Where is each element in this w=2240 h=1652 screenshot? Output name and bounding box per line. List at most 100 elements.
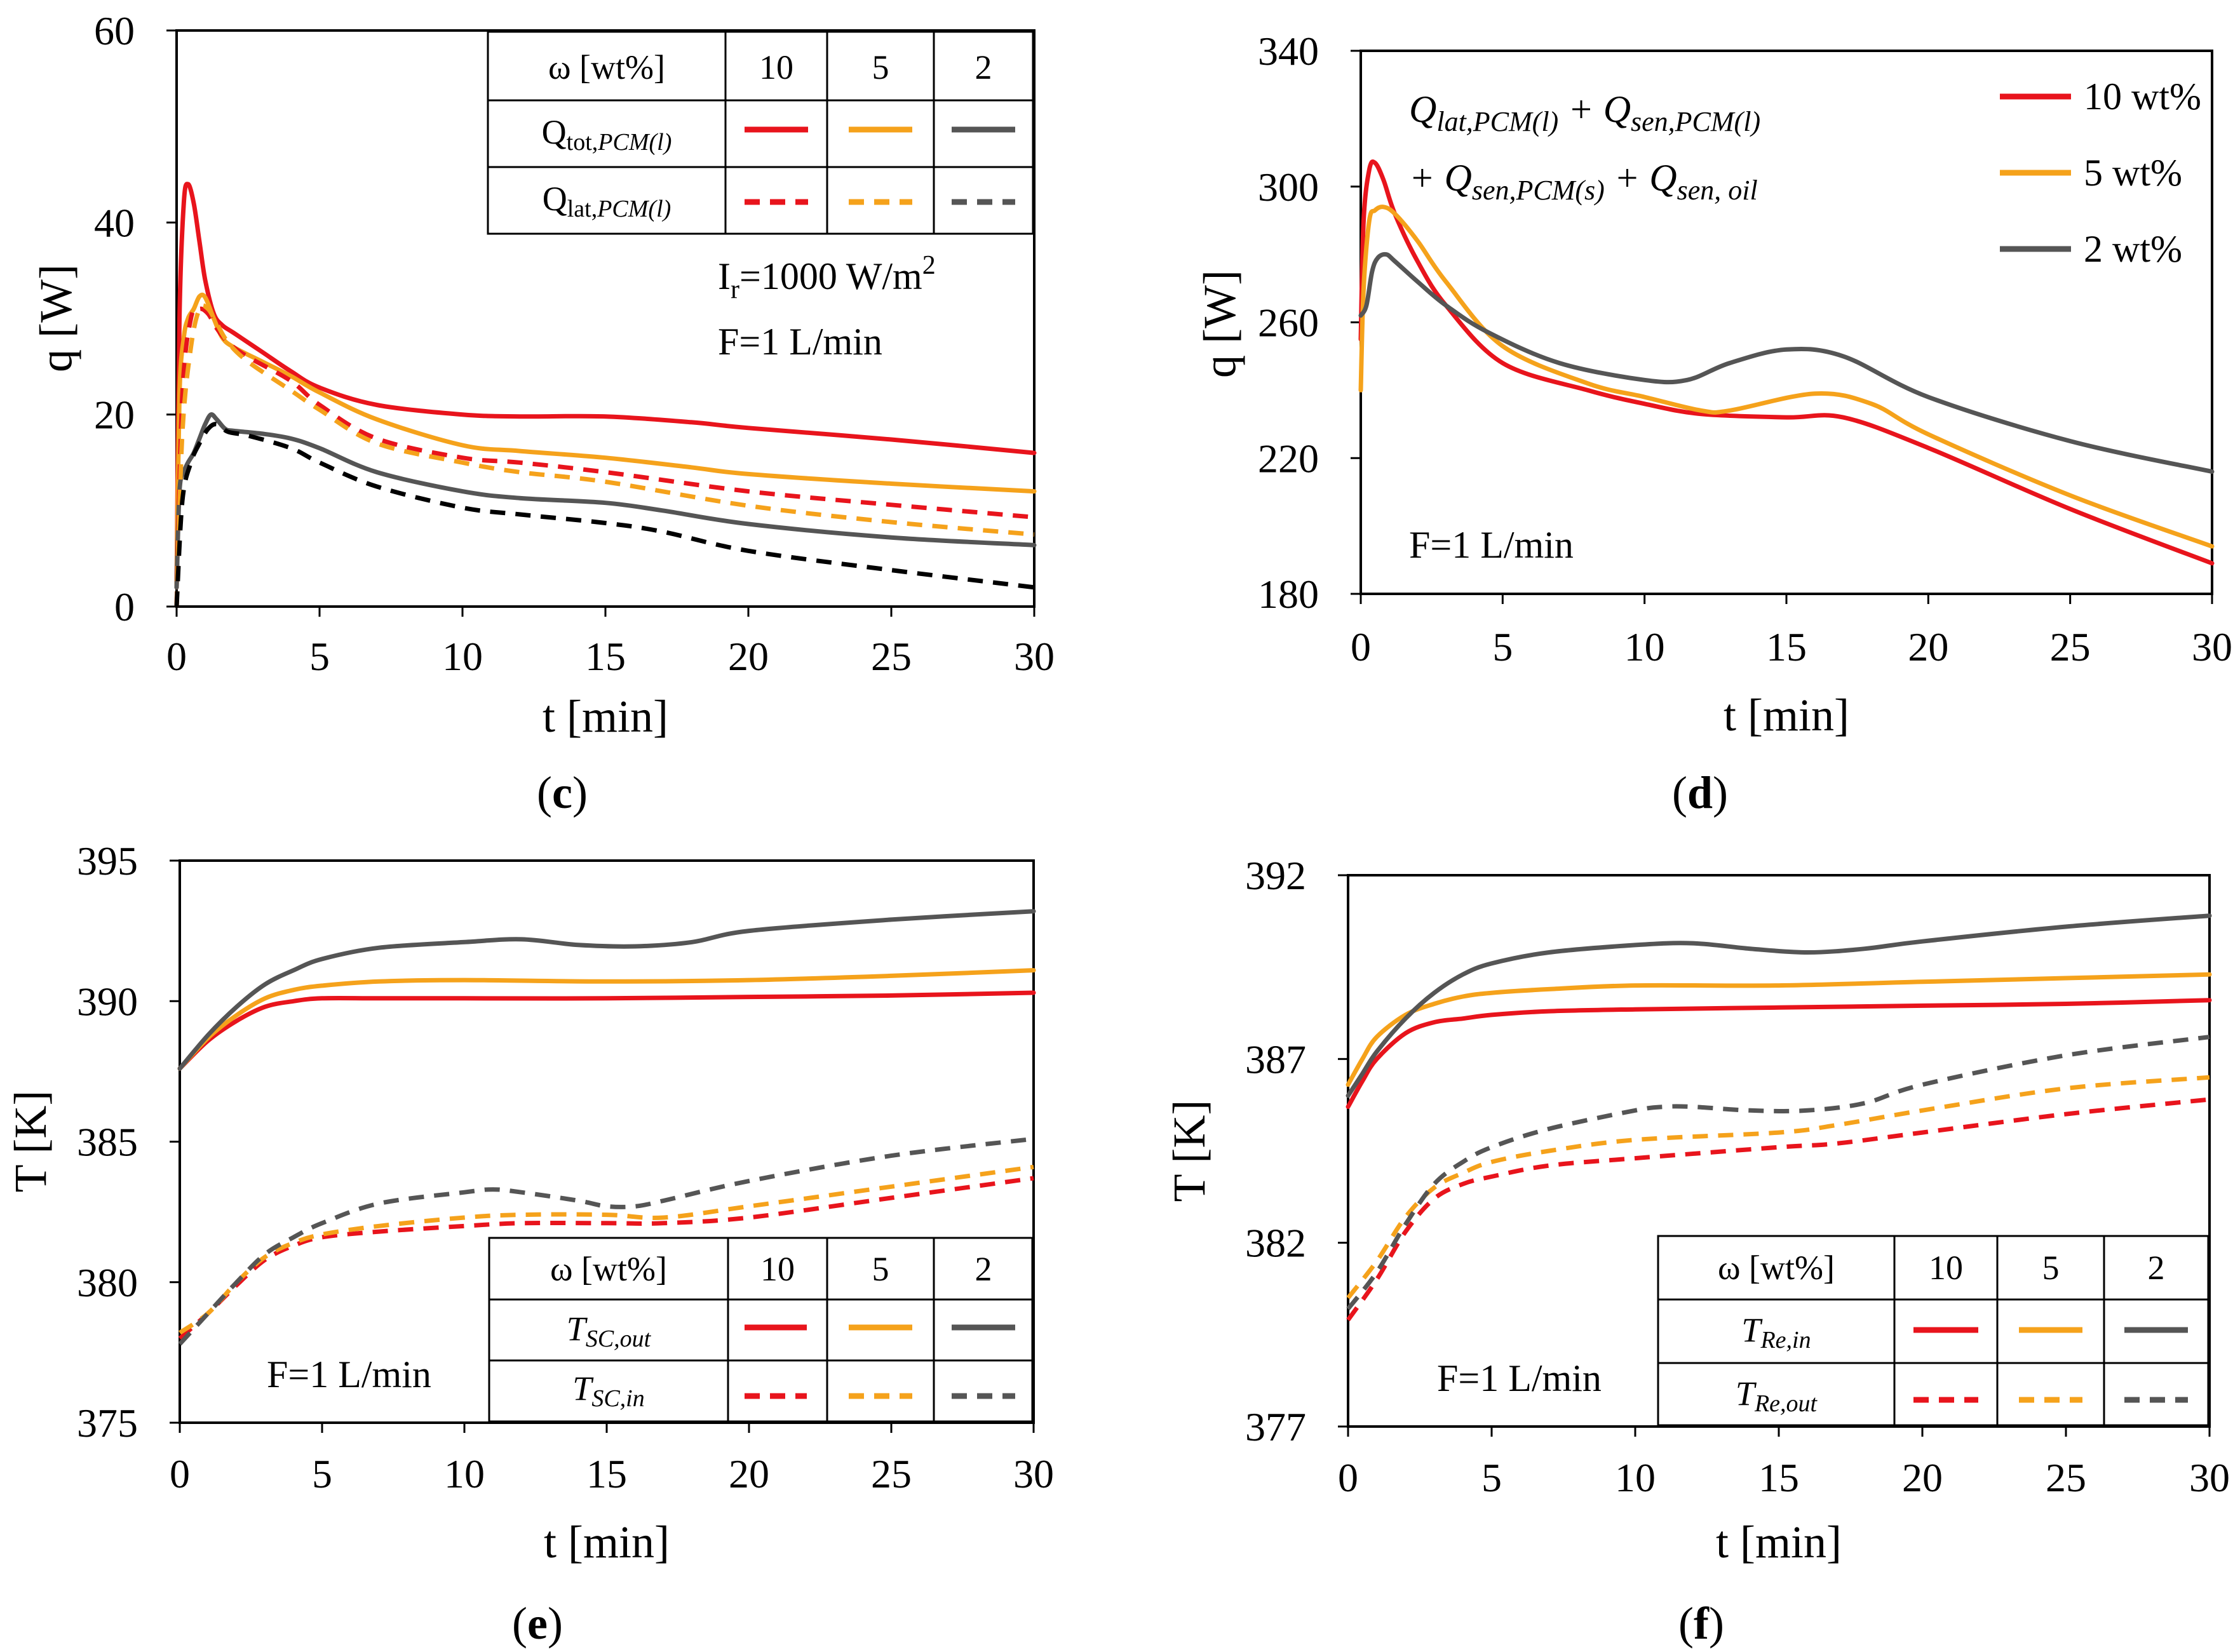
panel-c-xtick-label-15: 15 <box>585 634 626 679</box>
legend-d-label-10: 10 wt% <box>2084 76 2201 118</box>
panel-c-ytick-label-40: 40 <box>94 200 135 245</box>
panel-e-xtick-label-25: 25 <box>871 1451 912 1496</box>
panel-c-xtick-label-30: 30 <box>1014 634 1055 679</box>
panel-d-ylabel: q [W] <box>1194 270 1245 378</box>
panel-d-series <box>1358 159 2215 566</box>
panel-d-label: (d) <box>1672 767 1728 818</box>
tot-sub-it: PCM(l) <box>597 129 671 156</box>
panel-f-series-5 <box>1346 1035 2210 1310</box>
panel-d-axes: 0 5 10 15 20 25 30 180 220 260 300 340 <box>1258 29 2232 669</box>
irr-value: =1000 W/m <box>739 255 922 297</box>
panel-c-series-2 <box>174 412 1037 590</box>
sc-in-T: T <box>572 1369 594 1407</box>
panel-c-xtick-label-25: 25 <box>871 634 912 679</box>
panel-d-series-0 <box>1358 159 2215 566</box>
panel-e-series-2 <box>177 909 1036 1071</box>
panel-c-xlabel: t [min] <box>543 691 668 742</box>
panel-d-label-letter: d <box>1687 767 1713 818</box>
panel-c-series-3 <box>174 306 1035 607</box>
panel-d-series-1 <box>1358 205 2215 549</box>
panel-c-legend-row-lat: Qlat,PCM(l) <box>543 180 671 222</box>
eq-plus3: + Q <box>1605 157 1677 199</box>
panel-c-legend-header-10: 10 <box>759 48 793 86</box>
panel-f-legend: ω [wt%] 10 5 2 TRe,in TRe,out <box>1657 1235 2210 1427</box>
panel-e-ytick-label-395: 395 <box>77 838 138 883</box>
panel-f-legend-row-in: TRe,in <box>1741 1311 1811 1353</box>
lat-Q: Q <box>543 180 567 218</box>
panel-d-legend: 10 wt% 5 wt% 2 wt% <box>2000 76 2201 270</box>
panel-d-xlabel: t [min] <box>1724 690 1849 741</box>
panel-d-xtick-label-30: 30 <box>2192 624 2232 669</box>
panel-f-label: (f) <box>1678 1598 1724 1649</box>
panel-f-series-3 <box>1346 1097 2210 1322</box>
panel-e-xlabel: t [min] <box>544 1517 670 1568</box>
panel-c-label-letter: c <box>552 767 572 818</box>
panel-e-legend-row-in: TSC,in <box>572 1369 644 1412</box>
panel-e-series-3 <box>178 1176 1034 1340</box>
panel-d-flow-annotation: F=1 L/min <box>1409 524 1574 566</box>
panel-f-series <box>1346 913 2212 1322</box>
panel-e-series-5 <box>178 1136 1034 1346</box>
eq-sub3: sen,PCM(s) <box>1472 175 1605 206</box>
panel-e-ytick-label-375: 375 <box>77 1400 138 1446</box>
panel-f-legend-row-out: TRe,out <box>1736 1374 1818 1417</box>
panel-d-xtick-label-5: 5 <box>1492 624 1513 669</box>
panel-e-xtick-label-15: 15 <box>586 1451 627 1496</box>
panel-d-xtick-label-10: 10 <box>1624 624 1665 669</box>
eq-sub4: sen, oil <box>1677 175 1758 206</box>
panel-e-ytick-label-385: 385 <box>77 1120 138 1165</box>
panel-f-ytick-label-377: 377 <box>1245 1404 1306 1449</box>
panel-f-label-letter: f <box>1694 1598 1710 1649</box>
panel-e-ylabel: T [K] <box>5 1091 56 1193</box>
panel-e-xtick-label-0: 0 <box>170 1451 190 1496</box>
panel-d-equation-line-2: + Qsen,PCM(s) + Qsen, oil <box>1409 157 1758 206</box>
panel-d-ytick-label-180: 180 <box>1258 572 1319 617</box>
panel-f-legend-header-5: 5 <box>2042 1249 2060 1287</box>
sc-out-sub: SC,out <box>586 1326 652 1352</box>
panel-f-xtick-label-20: 20 <box>1902 1455 1943 1500</box>
tot-Q: Q <box>542 113 567 151</box>
panel-c-legend: ω [wt%] 10 5 2 Qtot,PCM(l) Qlat,PCM(l) <box>487 30 1034 235</box>
panel-e-legend-header-10: 10 <box>760 1250 795 1288</box>
panel-f-xtick-label-10: 10 <box>1615 1455 1656 1500</box>
panel-f-xtick-label-25: 25 <box>2046 1455 2086 1500</box>
panel-e-legend-header-5: 5 <box>872 1250 889 1288</box>
panel-f-ytick-label-382: 382 <box>1245 1221 1306 1266</box>
re-out-T: T <box>1736 1374 1757 1413</box>
panel-f-series-2 <box>1346 913 2212 1098</box>
panel-d-ytick-label-260: 260 <box>1258 300 1319 346</box>
irr-I: I <box>718 255 731 297</box>
panel-e-label: (e) <box>512 1598 563 1649</box>
panel-c-series-1 <box>174 292 1037 590</box>
panel-d-xtick-label-20: 20 <box>1908 624 1948 669</box>
irr-sub-r: r <box>731 275 739 304</box>
lat-sub-it: PCM(l) <box>597 196 671 222</box>
panel-f-series-0 <box>1346 998 2212 1110</box>
sc-in-sub: SC,in <box>591 1385 644 1412</box>
irr-sup-2: 2 <box>922 251 936 280</box>
panel-e-legend-row-out: TSC,out <box>567 1310 652 1352</box>
panel-c-series <box>174 182 1037 607</box>
panel-d-xtick-label-25: 25 <box>2050 624 2091 669</box>
panel-c-ylabel: q [W] <box>30 264 81 372</box>
panel-e-label-letter: e <box>527 1598 548 1649</box>
panel-f-xtick-label-30: 30 <box>2189 1455 2230 1500</box>
panel-c-legend-header-5: 5 <box>872 48 889 86</box>
panel-f-series-1 <box>1346 972 2212 1087</box>
lat-sub: lat, <box>567 196 597 222</box>
panel-c-series-5 <box>174 422 1035 607</box>
panel-c-xtick-label-5: 5 <box>309 634 330 679</box>
eq-sub1: lat,PCM(l) <box>1436 106 1558 137</box>
panel-d-ytick-label-340: 340 <box>1258 29 1319 74</box>
panel-d: 0 5 10 15 20 25 30 180 220 260 300 340 t [min] q [W… <box>1194 29 2232 818</box>
panel-f-legend-header-10: 10 <box>1929 1249 1963 1287</box>
sc-out-T: T <box>567 1310 588 1348</box>
eq-sub2: sen,PCM(l) <box>1631 106 1760 137</box>
panel-c-xtick-label-20: 20 <box>728 634 769 679</box>
panel-f-flow-annotation: F=1 L/min <box>1437 1357 1602 1399</box>
re-in-T: T <box>1741 1311 1763 1349</box>
